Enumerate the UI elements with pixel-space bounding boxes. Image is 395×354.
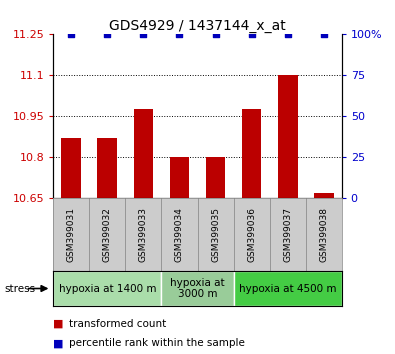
Text: GSM399034: GSM399034 <box>175 207 184 262</box>
Text: hypoxia at 4500 m: hypoxia at 4500 m <box>239 284 337 293</box>
Text: hypoxia at 1400 m: hypoxia at 1400 m <box>58 284 156 293</box>
Bar <box>278 75 297 198</box>
Text: GSM399035: GSM399035 <box>211 207 220 262</box>
Point <box>213 31 219 36</box>
Text: hypoxia at
3000 m: hypoxia at 3000 m <box>170 278 225 299</box>
Bar <box>233 271 342 306</box>
Bar <box>242 109 261 198</box>
Point <box>176 31 182 36</box>
Text: percentile rank within the sample: percentile rank within the sample <box>69 338 245 348</box>
Point <box>104 31 111 36</box>
Bar <box>98 138 117 198</box>
Text: GSM399036: GSM399036 <box>247 207 256 262</box>
Text: stress: stress <box>4 284 35 293</box>
Text: ■: ■ <box>53 319 64 329</box>
Text: GSM399037: GSM399037 <box>283 207 292 262</box>
Text: GSM399033: GSM399033 <box>139 207 148 262</box>
Point <box>320 31 327 36</box>
Point <box>248 31 255 36</box>
Text: transformed count: transformed count <box>69 319 166 329</box>
Bar <box>314 193 333 198</box>
Bar <box>162 271 233 306</box>
Bar <box>53 271 162 306</box>
Text: GSM399031: GSM399031 <box>67 207 76 262</box>
Point <box>284 31 291 36</box>
Title: GDS4929 / 1437144_x_at: GDS4929 / 1437144_x_at <box>109 19 286 33</box>
Bar <box>134 109 153 198</box>
Text: GSM399038: GSM399038 <box>319 207 328 262</box>
Point <box>68 31 75 36</box>
Text: GSM399032: GSM399032 <box>103 207 112 262</box>
Point <box>140 31 147 36</box>
Bar <box>62 138 81 198</box>
Text: ■: ■ <box>53 338 64 348</box>
Bar <box>206 157 226 198</box>
Bar <box>169 157 189 198</box>
